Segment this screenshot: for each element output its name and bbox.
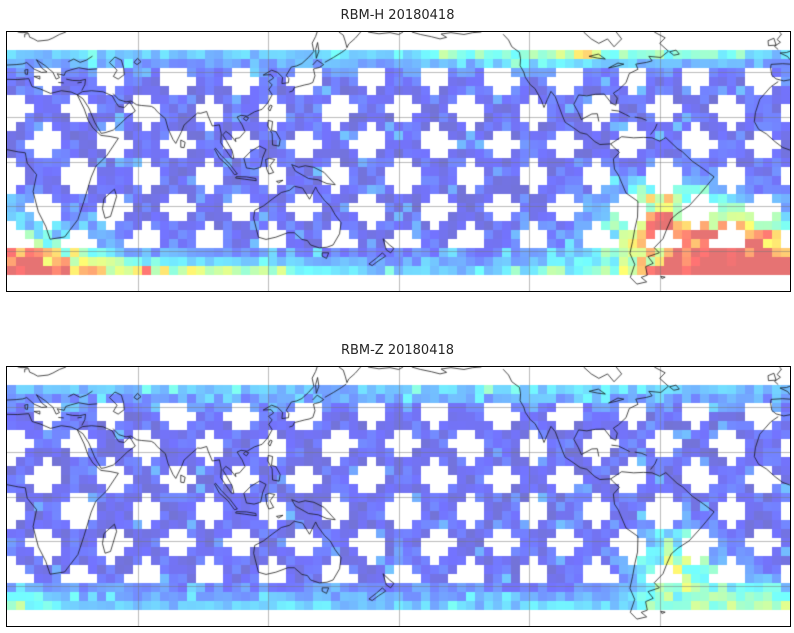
panel-title-rbm-h: RBM-H 20180418 bbox=[340, 8, 455, 23]
panel-rbm-z bbox=[6, 366, 791, 627]
map-canvas-rbm-z bbox=[7, 367, 790, 626]
panel-rbm-h bbox=[6, 31, 791, 292]
map-canvas-rbm-h bbox=[7, 32, 790, 291]
panel-title-rbm-z: RBM-Z 20180418 bbox=[340, 343, 455, 358]
